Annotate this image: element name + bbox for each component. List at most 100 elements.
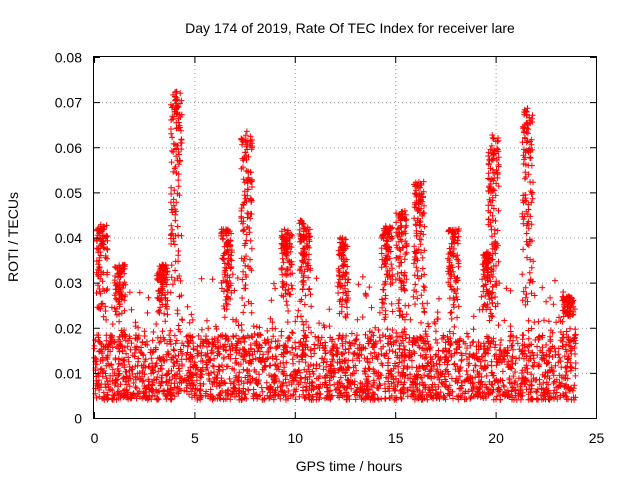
roti-point	[239, 276, 246, 283]
roti-point	[275, 366, 282, 373]
roti-point	[302, 292, 309, 299]
roti-point	[414, 257, 421, 264]
roti-point	[417, 334, 424, 341]
roti-point	[126, 289, 133, 296]
roti-point	[211, 339, 218, 346]
roti-point	[238, 321, 245, 328]
roti-point	[476, 386, 483, 393]
roti-point	[370, 382, 377, 389]
roti-point	[493, 244, 500, 251]
roti-point	[144, 342, 151, 348]
roti-point	[178, 316, 185, 323]
roti-point	[455, 258, 462, 264]
roti-point	[169, 134, 176, 141]
roti-point	[235, 390, 242, 397]
roti-point	[205, 341, 212, 347]
roti-point	[175, 183, 182, 190]
roti-point	[395, 300, 402, 307]
roti-point	[157, 365, 164, 372]
roti-point	[424, 300, 431, 307]
roti-point	[550, 301, 557, 308]
roti-point	[281, 226, 288, 233]
roti-point	[160, 388, 166, 395]
roti-point	[484, 333, 490, 340]
roti-point	[343, 269, 350, 276]
roti-point	[216, 382, 223, 389]
roti-point	[538, 354, 545, 361]
roti-point	[490, 150, 497, 157]
roti-point	[287, 349, 294, 356]
roti-point	[315, 383, 322, 390]
roti-point	[512, 386, 519, 393]
roti-point	[419, 353, 426, 360]
roti-point	[355, 281, 362, 288]
roti-point	[485, 251, 492, 258]
roti-point	[488, 312, 495, 319]
roti-point	[267, 315, 274, 322]
roti-point	[534, 389, 540, 396]
roti-point	[397, 253, 403, 260]
roti-point	[565, 355, 572, 362]
roti-point	[336, 273, 343, 280]
roti-point	[234, 275, 241, 281]
roti-point	[127, 346, 134, 353]
roti-point	[91, 342, 98, 349]
roti-point	[488, 142, 495, 149]
roti-point	[311, 341, 318, 348]
roti-point	[481, 273, 488, 280]
roti-point	[297, 235, 304, 242]
roti-point	[175, 177, 182, 184]
y-tick-label: 0.05	[55, 185, 82, 201]
roti-point	[402, 251, 409, 258]
roti-point	[322, 374, 329, 381]
roti-point	[382, 225, 389, 232]
roti-point	[300, 245, 306, 252]
roti-point	[527, 138, 534, 145]
roti-point	[389, 279, 396, 286]
roti-point	[552, 362, 559, 369]
roti-point	[389, 265, 396, 272]
roti-point	[344, 376, 351, 383]
roti-point	[454, 256, 461, 263]
roti-point	[412, 301, 418, 308]
roti-point	[530, 352, 537, 359]
roti-point	[485, 221, 492, 228]
roti-point	[104, 233, 111, 240]
roti-point	[157, 338, 164, 345]
x-axis-label: GPS time / hours	[296, 458, 403, 474]
roti-point	[328, 338, 335, 345]
roti-point	[172, 267, 179, 274]
roti-point	[493, 393, 500, 400]
roti-point	[243, 395, 250, 402]
roti-point	[379, 256, 386, 263]
roti-point	[177, 346, 184, 353]
roti-point	[547, 348, 554, 355]
roti-point	[381, 352, 388, 359]
roti-point	[228, 249, 235, 256]
roti-point	[178, 146, 185, 153]
roti-point	[448, 286, 455, 293]
roti-point	[254, 381, 261, 388]
roti-point	[491, 169, 498, 176]
roti-point	[203, 388, 210, 395]
roti-point	[540, 379, 547, 386]
roti-point	[396, 263, 403, 270]
roti-point	[545, 318, 552, 325]
roti-point	[156, 387, 163, 394]
roti-point	[256, 324, 263, 331]
roti-point	[213, 326, 220, 332]
roti-point	[506, 379, 513, 386]
roti-point	[519, 297, 526, 304]
roti-point	[168, 241, 175, 247]
roti-point	[295, 381, 302, 388]
roti-point	[327, 396, 334, 403]
roti-point	[396, 345, 403, 352]
roti-point	[299, 251, 306, 258]
roti-point	[510, 337, 516, 344]
roti-point	[240, 268, 247, 275]
roti-point	[155, 396, 162, 403]
roti-point	[393, 219, 400, 226]
roti-point	[164, 269, 171, 275]
roti-point	[291, 351, 297, 358]
roti-point	[382, 311, 389, 318]
